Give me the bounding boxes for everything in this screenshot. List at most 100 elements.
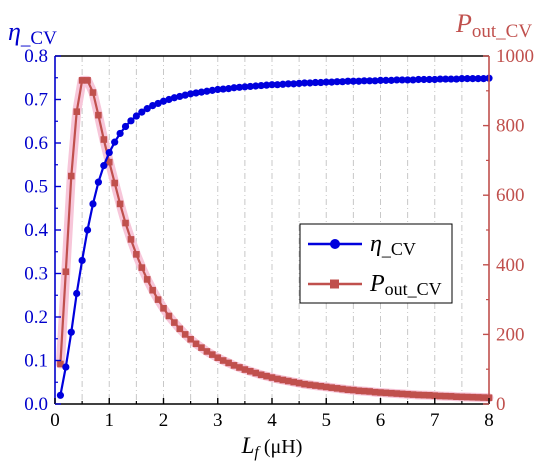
y-right-tick-label: 200 <box>496 324 525 345</box>
data-point <box>95 111 102 119</box>
x-tick-label: 8 <box>484 410 494 431</box>
y-right-tick-label: 1000 <box>496 46 534 67</box>
data-point <box>479 75 488 83</box>
data-point <box>393 76 401 84</box>
data-point <box>257 371 265 379</box>
data-point <box>414 75 423 84</box>
data-point <box>317 78 325 87</box>
x-tick-label: 6 <box>376 410 386 431</box>
data-point <box>382 389 390 397</box>
data-point <box>187 335 194 343</box>
data-point <box>388 389 395 397</box>
legend-label: η_CV <box>370 231 416 259</box>
data-point <box>105 148 113 157</box>
y-left-tick-label: 0.2 <box>24 307 48 328</box>
data-point <box>160 305 167 312</box>
data-point <box>94 178 102 186</box>
data-point <box>371 77 379 85</box>
data-point <box>409 391 417 398</box>
data-point <box>295 79 303 88</box>
data-point <box>366 388 373 395</box>
data-point <box>409 76 417 84</box>
data-point <box>301 380 308 388</box>
data-point <box>78 77 86 84</box>
data-point <box>273 81 282 89</box>
data-point <box>420 391 428 399</box>
data-point <box>170 94 178 102</box>
right-axis-title: Pout_CV <box>455 9 532 42</box>
data-point <box>262 81 271 89</box>
data-point <box>165 312 173 320</box>
data-point <box>263 372 270 380</box>
data-point <box>344 77 352 85</box>
data-point <box>181 331 189 338</box>
data-point <box>322 78 330 86</box>
y-left-tick-label: 0.7 <box>24 90 48 111</box>
data-point <box>105 158 113 166</box>
data-point <box>73 108 80 115</box>
data-point <box>431 392 439 399</box>
legend-marker <box>330 279 339 289</box>
data-point <box>116 129 124 138</box>
data-point <box>398 76 406 84</box>
data-point <box>143 276 151 283</box>
data-point <box>235 83 244 91</box>
data-point <box>111 179 118 187</box>
legend: η_CV Pout_CV <box>299 223 453 304</box>
data-point <box>295 379 303 387</box>
data-point <box>469 75 477 83</box>
data-point <box>176 325 184 333</box>
data-point <box>376 76 385 84</box>
data-point <box>143 105 151 113</box>
y-left-tick-label: 0.5 <box>24 177 48 198</box>
data-point <box>197 88 206 96</box>
data-point <box>453 393 460 400</box>
data-point <box>192 89 200 97</box>
data-point <box>122 219 129 227</box>
data-point <box>100 162 108 170</box>
data-point <box>398 390 406 398</box>
data-point <box>230 84 238 92</box>
data-point <box>436 75 444 83</box>
data-point <box>132 112 140 120</box>
data-point <box>447 393 455 400</box>
data-point <box>176 92 184 101</box>
x-tick-label: 1 <box>105 410 115 431</box>
y-left-tick-label: 0.6 <box>24 133 48 154</box>
data-point <box>360 77 368 85</box>
data-point <box>279 376 287 384</box>
data-point <box>333 78 341 86</box>
data-point <box>344 386 352 394</box>
legend-box <box>299 223 453 304</box>
data-point <box>355 77 363 85</box>
data-point <box>73 289 81 298</box>
data-point <box>247 367 254 375</box>
data-point <box>236 364 243 371</box>
data-point <box>306 381 314 389</box>
data-point <box>159 97 168 105</box>
data-point <box>300 79 309 87</box>
data-point <box>252 369 260 377</box>
data-point <box>154 99 162 108</box>
series-eta-cv <box>56 74 493 399</box>
data-point <box>241 366 249 373</box>
data-point <box>268 81 276 89</box>
data-point <box>464 393 471 401</box>
data-point <box>138 264 146 271</box>
data-point <box>328 384 335 391</box>
data-point <box>274 375 281 383</box>
x-tick-label: 7 <box>430 410 440 431</box>
data-point <box>339 385 346 393</box>
data-point <box>165 95 173 104</box>
data-point <box>100 136 108 143</box>
data-point <box>404 76 412 84</box>
data-point <box>181 91 189 99</box>
data-point <box>62 268 70 276</box>
data-point <box>219 85 227 93</box>
data-point <box>268 374 276 381</box>
data-point <box>219 357 227 364</box>
data-point <box>198 344 205 351</box>
y-right-tick-label: 600 <box>496 185 525 206</box>
data-point <box>469 393 477 401</box>
